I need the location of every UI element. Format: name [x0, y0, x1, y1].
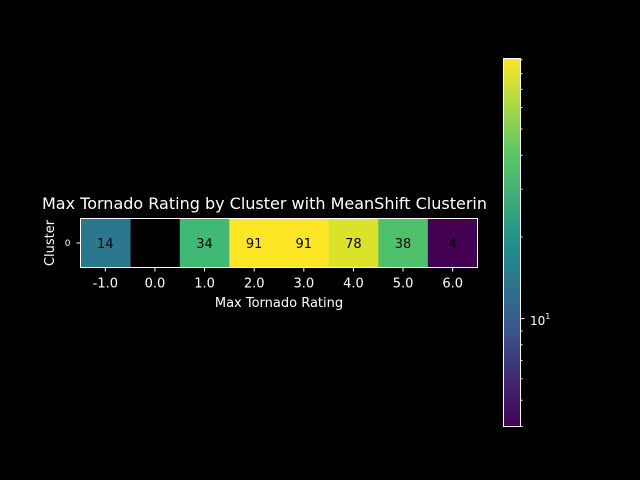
x-tick-label: 0.0 — [145, 277, 166, 292]
heatmap-cell — [80, 218, 131, 268]
heatmap-cell — [229, 218, 280, 268]
cell-value-label: 4 — [449, 237, 457, 252]
colorbar-tick-label: 101 — [530, 312, 550, 328]
heatmap-cell — [378, 218, 429, 268]
x-tick-label: 2.0 — [244, 277, 265, 292]
heatmap-cell — [279, 218, 330, 268]
cell-value-label: 91 — [246, 237, 263, 252]
cell-value-label: 14 — [97, 237, 114, 252]
heatmap-cell — [427, 218, 478, 268]
heatmap-cell — [328, 218, 379, 268]
heatmap-cells: 14 34 91 91 78 38 4 — [80, 218, 478, 268]
y-axis-label: Cluster — [43, 219, 58, 266]
x-axis-label: Max Tornado Rating — [215, 296, 343, 311]
cell-value-label: 34 — [196, 237, 213, 252]
x-axis-ticks: -1.0 0.0 1.0 2.0 3.0 4.0 5.0 6.0 — [93, 267, 463, 292]
cell-value-label: 91 — [296, 237, 313, 252]
x-tick-label: 5.0 — [393, 277, 414, 292]
x-tick-label: 6.0 — [442, 277, 463, 292]
cell-value-label: 78 — [345, 237, 362, 252]
heatmap-cell — [179, 218, 230, 268]
x-tick-label: 3.0 — [293, 277, 314, 292]
cell-value-label: 38 — [395, 237, 412, 252]
y-tick-label: 0 — [65, 239, 71, 249]
y-axis-ticks: 0 — [65, 239, 81, 249]
x-tick-label: 4.0 — [343, 277, 364, 292]
colorbar-ticks — [520, 59, 525, 427]
x-tick-label: -1.0 — [93, 277, 118, 292]
chart-title: Max Tornado Rating by Cluster with MeanS… — [42, 194, 487, 213]
x-tick-label: 1.0 — [194, 277, 215, 292]
colorbar — [503, 58, 521, 427]
